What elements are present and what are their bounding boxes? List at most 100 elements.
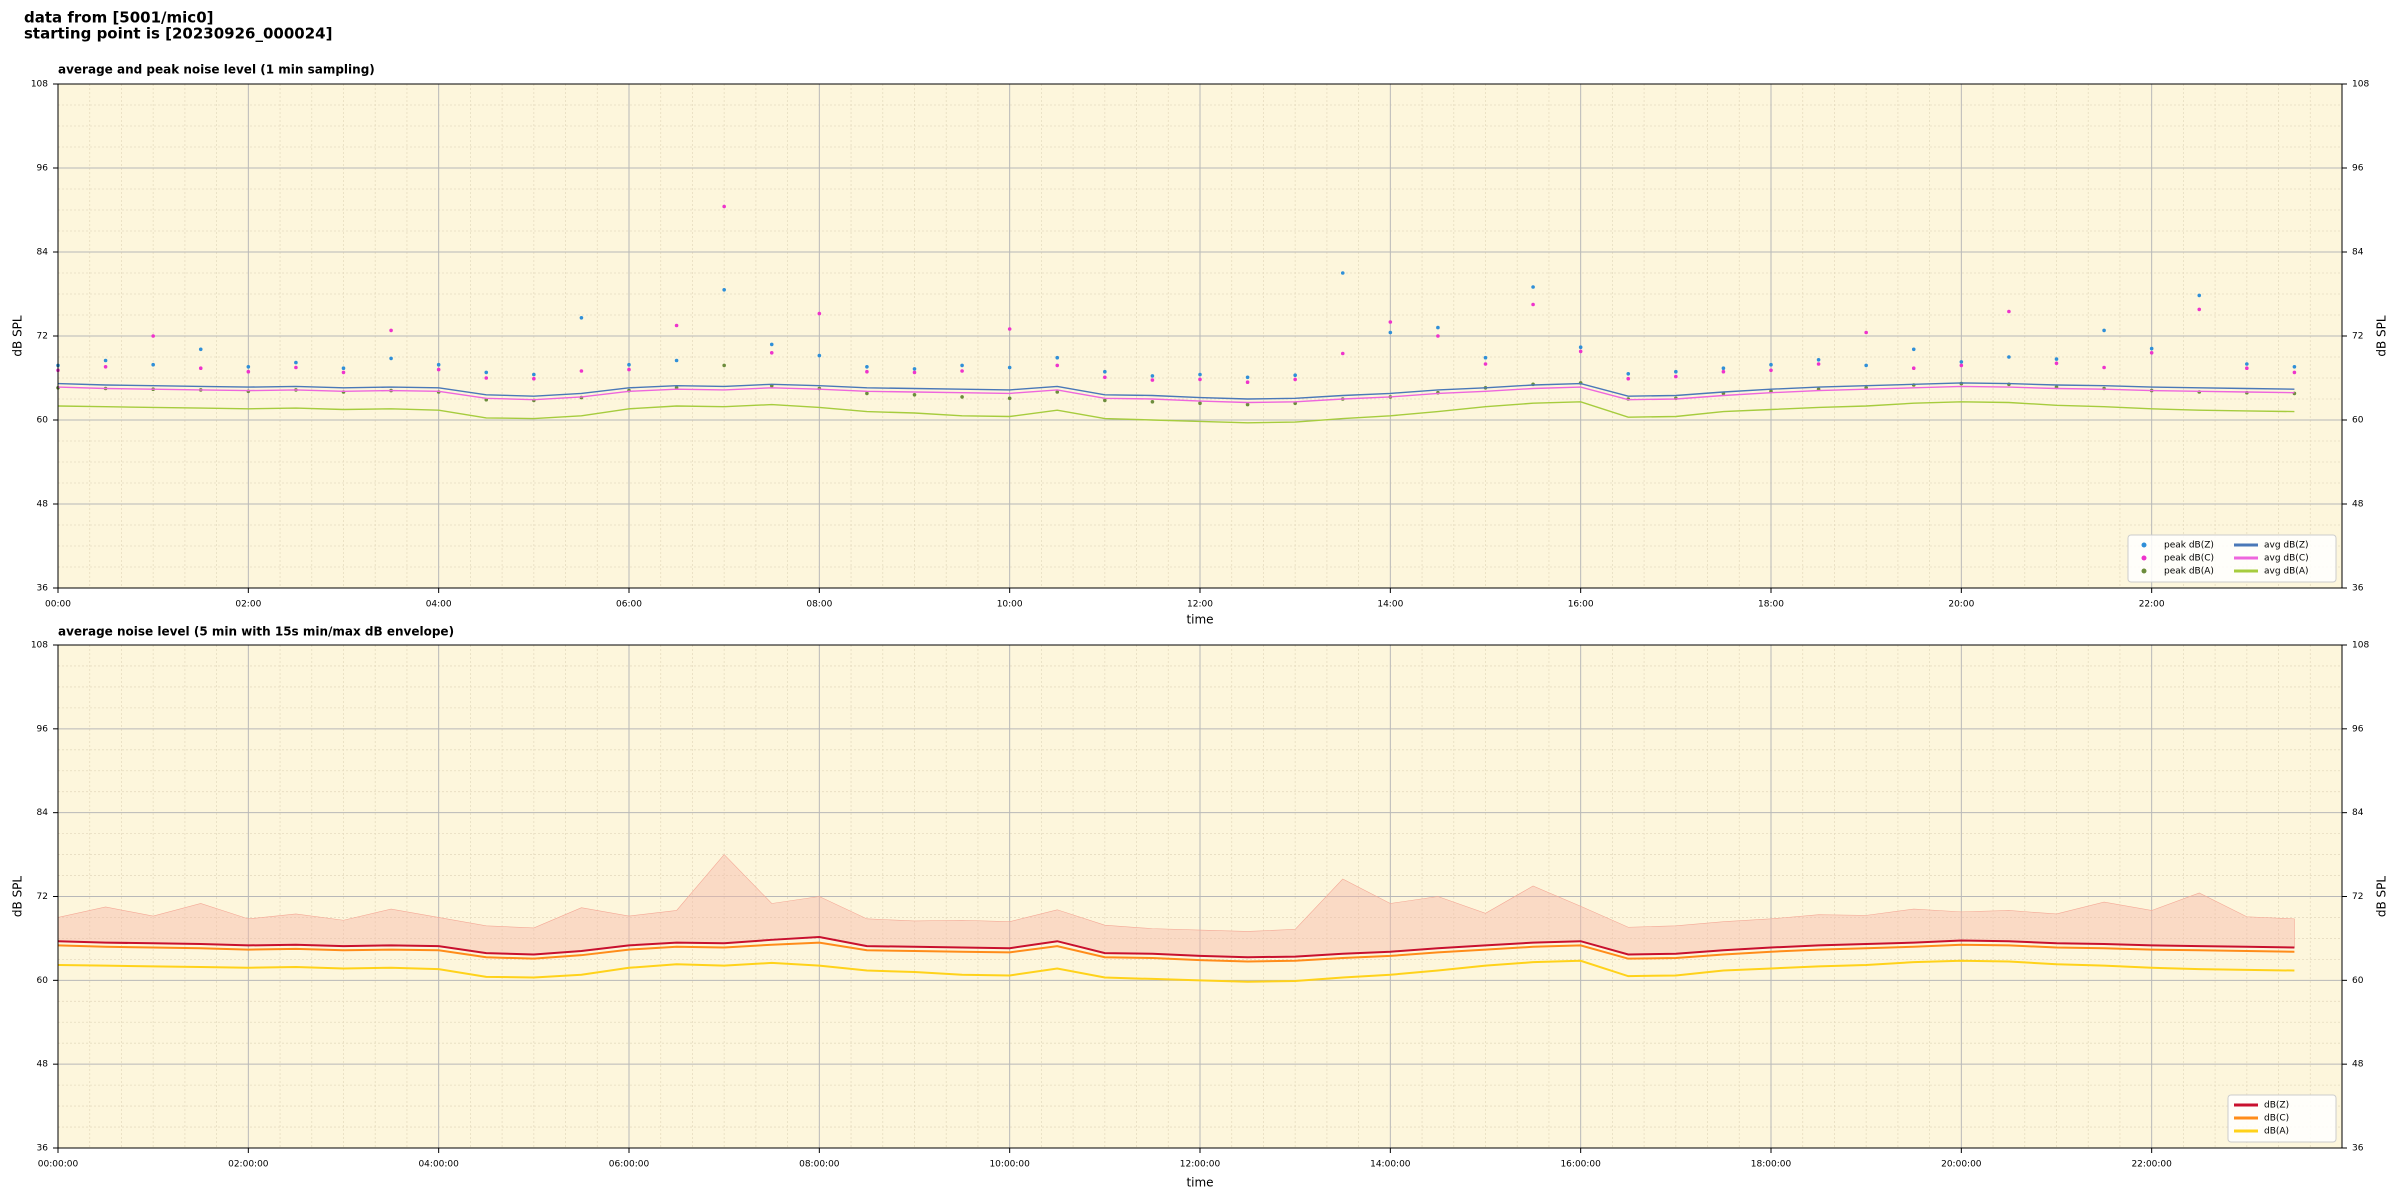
y-tick-label: 96 bbox=[37, 724, 49, 734]
y-tick-label: 84 bbox=[37, 248, 49, 258]
peak-point bbox=[2292, 365, 2297, 369]
chart-title: average and peak noise level (1 min samp… bbox=[58, 63, 375, 77]
x-tick-label: 08:00:00 bbox=[799, 1160, 840, 1170]
peak-point bbox=[1721, 366, 1726, 371]
peak-point bbox=[1483, 362, 1488, 366]
peak-point bbox=[436, 362, 441, 367]
peak-point bbox=[1674, 374, 1678, 379]
y-tick-label: 84 bbox=[37, 808, 49, 818]
peak-point bbox=[1578, 345, 1583, 350]
peak-point bbox=[769, 351, 774, 355]
peak-point bbox=[1198, 372, 1202, 377]
series-line bbox=[57, 401, 2295, 424]
peak-point bbox=[2245, 362, 2249, 366]
peak-point bbox=[2149, 346, 2154, 351]
peak-point bbox=[1911, 366, 1916, 371]
peak-point bbox=[1198, 377, 1202, 382]
peak-point bbox=[960, 363, 964, 368]
y-tick-label: 72 bbox=[2352, 892, 2363, 902]
x-tick-label: 14:00:00 bbox=[1370, 1160, 1411, 1170]
peak-point bbox=[103, 358, 108, 363]
y-tick-label: 60 bbox=[37, 416, 49, 426]
peak-point bbox=[1150, 374, 1155, 378]
peak-point bbox=[1674, 369, 1678, 374]
x-tick-label: 04:00 bbox=[426, 600, 452, 610]
x-tick-label: 00:00:00 bbox=[38, 1160, 79, 1170]
peak-point bbox=[389, 356, 393, 361]
peak-point bbox=[246, 365, 251, 369]
peak-point bbox=[865, 369, 869, 374]
legend-label: peak dB(A) bbox=[2164, 567, 2214, 577]
y-tick-label: 72 bbox=[37, 892, 48, 902]
peak-point bbox=[912, 393, 917, 397]
y-tick-label: 96 bbox=[2352, 164, 2364, 174]
peak-point bbox=[627, 367, 631, 372]
legend-label: avg dB(Z) bbox=[2264, 541, 2309, 551]
x-axis-label: time bbox=[1186, 1176, 1213, 1190]
y-tick-label: 36 bbox=[37, 1144, 49, 1154]
y-tick-label: 108 bbox=[2352, 641, 2369, 651]
x-tick-label: 02:00:00 bbox=[228, 1160, 269, 1170]
y-tick-label: 48 bbox=[37, 500, 49, 510]
peak-point bbox=[1721, 369, 1726, 374]
peak-point bbox=[1864, 363, 1868, 368]
series-line bbox=[57, 382, 2295, 400]
x-tick-label: 18:00 bbox=[1758, 600, 1784, 610]
peak-point bbox=[1245, 375, 1250, 380]
peak-point bbox=[1293, 373, 1297, 378]
x-tick-label: 04:00:00 bbox=[418, 1160, 459, 1170]
peak-point bbox=[1911, 347, 1916, 352]
peak-point bbox=[2197, 293, 2202, 298]
y-tick-label: 48 bbox=[37, 1060, 49, 1070]
peak-point bbox=[722, 204, 726, 209]
peak-point bbox=[341, 370, 346, 375]
peak-point bbox=[1150, 400, 1155, 404]
peak-point bbox=[1150, 378, 1155, 382]
legend-label: avg dB(C) bbox=[2264, 554, 2309, 564]
peak-point bbox=[1245, 380, 1250, 385]
y-tick-label: 60 bbox=[2352, 976, 2364, 986]
x-axis-label: time bbox=[1186, 613, 1213, 627]
x-tick-label: 06:00:00 bbox=[609, 1160, 650, 1170]
legend-label: avg dB(A) bbox=[2264, 567, 2308, 577]
peak-point bbox=[1340, 351, 1345, 356]
peak-point bbox=[1626, 376, 1631, 381]
x-tick-label: 12:00 bbox=[1187, 600, 1213, 610]
peak-point bbox=[2054, 357, 2059, 361]
peak-point bbox=[1055, 355, 1060, 360]
peak-point bbox=[1769, 362, 1773, 367]
peak-point bbox=[484, 370, 489, 375]
peak-point bbox=[1864, 330, 1868, 335]
peak-point bbox=[1007, 327, 1012, 331]
header-line: starting point is [20230926_000024] bbox=[24, 25, 332, 43]
peak-point bbox=[246, 369, 251, 374]
x-tick-label: 20:00 bbox=[1948, 600, 1974, 610]
legend-box bbox=[2127, 534, 2337, 583]
x-tick-label: 16:00 bbox=[1568, 600, 1594, 610]
peak-point bbox=[722, 363, 726, 368]
y-tick-label: 60 bbox=[2352, 416, 2364, 426]
legend-marker bbox=[2141, 542, 2147, 548]
peak-point bbox=[960, 395, 964, 399]
x-tick-label: 08:00 bbox=[806, 600, 832, 610]
peak-point bbox=[865, 391, 869, 396]
peak-point bbox=[389, 328, 393, 333]
peak-point bbox=[1245, 402, 1250, 407]
header-line: data from [5001/mic0] bbox=[24, 9, 214, 27]
peak-point bbox=[960, 369, 964, 373]
series-line bbox=[57, 385, 2295, 404]
peak-point bbox=[1578, 349, 1583, 354]
peak-point bbox=[1626, 372, 1631, 376]
peak-point bbox=[674, 323, 679, 328]
y-tick-label: 72 bbox=[2352, 332, 2363, 342]
peak-point bbox=[294, 365, 298, 370]
peak-point bbox=[865, 365, 869, 369]
peak-point bbox=[769, 342, 774, 347]
legend-label: dB(C) bbox=[2264, 1114, 2289, 1124]
plot-frame bbox=[57, 644, 2343, 1149]
x-tick-label: 22:00 bbox=[2139, 600, 2165, 610]
peak-point bbox=[627, 362, 631, 367]
legend-label: dB(A) bbox=[2264, 1127, 2289, 1137]
x-tick-label: 18:00:00 bbox=[1751, 1160, 1792, 1170]
